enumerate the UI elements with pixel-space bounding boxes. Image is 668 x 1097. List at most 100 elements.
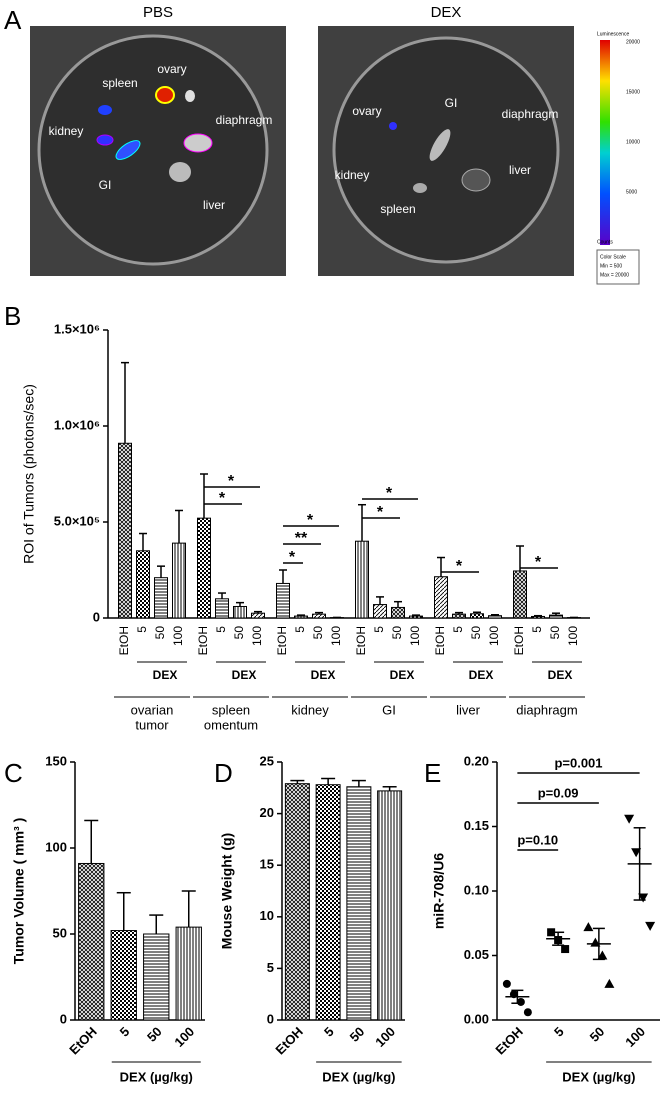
bar xyxy=(144,934,169,1020)
bar xyxy=(532,616,545,618)
group-label: diaphragm xyxy=(516,702,577,717)
organ-label: liver xyxy=(203,198,225,212)
dose-label: EtOH xyxy=(196,626,210,655)
p-value: p=0.09 xyxy=(538,785,579,800)
p-value: p=0.001 xyxy=(554,755,602,770)
organ-label: GI xyxy=(99,178,112,192)
y-tick-label: 0 xyxy=(60,1011,67,1026)
x-tick-label: 100 xyxy=(171,1024,197,1050)
organ-label: kidney xyxy=(335,168,370,182)
dose-label: 50 xyxy=(548,626,562,640)
y-tick-label: 1.0×10⁶ xyxy=(54,417,100,432)
signal xyxy=(169,162,191,182)
scale-unit: Counts xyxy=(597,239,613,245)
organ-label: diaphragm xyxy=(216,113,273,127)
y-axis-label: miR-708/U6 xyxy=(431,853,447,929)
bar xyxy=(471,614,484,618)
dex-label: DEX xyxy=(153,668,178,682)
y-tick-label: 15 xyxy=(260,857,274,872)
bar xyxy=(198,518,211,618)
scale-tick: 20000 xyxy=(626,39,640,45)
bar xyxy=(173,543,186,618)
y-axis-label: Tumor Volume ( mm³ ) xyxy=(11,818,27,964)
scale-box-text: Max = 20000 xyxy=(600,272,629,278)
y-tick-label: 50 xyxy=(53,925,67,940)
organ-label: kidney xyxy=(49,124,84,138)
scale-title: Luminescence xyxy=(597,31,629,37)
y-tick-label: 5 xyxy=(267,960,274,975)
dose-label: 50 xyxy=(232,626,246,640)
dose-label: 100 xyxy=(566,626,580,646)
scale-tick: 10000 xyxy=(626,139,640,145)
signal xyxy=(97,135,113,145)
significance-label: * xyxy=(307,512,314,529)
y-tick-label: 0 xyxy=(93,609,100,624)
panel-letter: D xyxy=(214,758,233,788)
dose-label: EtOH xyxy=(512,626,526,655)
bar xyxy=(313,614,326,618)
x-tick-label: 50 xyxy=(144,1024,165,1045)
y-axis-label: ROI of Tumors (photons/sec) xyxy=(21,384,37,564)
dose-label: 100 xyxy=(171,626,185,646)
group-label: GI xyxy=(382,702,396,717)
x-axis-label: DEX (µg/kg) xyxy=(120,1069,193,1084)
signal xyxy=(98,105,112,115)
bar xyxy=(216,599,229,618)
dose-label: 100 xyxy=(329,626,343,646)
bar xyxy=(410,616,423,618)
group-label: tumor xyxy=(135,717,169,732)
y-tick-label: 0.20 xyxy=(464,753,489,768)
organ-label: ovary xyxy=(352,104,381,118)
significance-label: * xyxy=(535,554,542,571)
signal xyxy=(389,122,397,130)
x-tick-label: 50 xyxy=(587,1024,608,1045)
panel-letter: A xyxy=(4,5,22,35)
significance-label: ** xyxy=(295,530,308,547)
dose-label: EtOH xyxy=(354,626,368,655)
scale-tick: 5000 xyxy=(626,189,637,195)
dex-label: DEX xyxy=(390,668,415,682)
image-title: PBS xyxy=(143,4,173,21)
signal xyxy=(413,183,427,193)
x-tick-label: 5 xyxy=(551,1024,567,1040)
bar xyxy=(252,613,265,618)
x-tick-label: 5 xyxy=(117,1024,133,1040)
x-tick-label: 100 xyxy=(622,1024,648,1050)
y-tick-label: 20 xyxy=(260,805,274,820)
y-tick-label: 5.0×10⁵ xyxy=(54,513,100,528)
x-tick-label: 100 xyxy=(372,1024,398,1050)
dose-label: 100 xyxy=(250,626,264,646)
organ-label: spleen xyxy=(380,202,415,216)
y-tick-label: 100 xyxy=(45,839,67,854)
dish xyxy=(39,36,267,264)
dose-label: 5 xyxy=(372,626,386,633)
y-tick-label: 1.5×10⁶ xyxy=(54,321,100,336)
bar xyxy=(295,616,308,618)
dex-label: DEX xyxy=(469,668,494,682)
bar xyxy=(316,785,340,1020)
y-tick-label: 0.00 xyxy=(464,1011,489,1026)
x-axis-label: DEX (µg/kg) xyxy=(322,1069,395,1084)
bar xyxy=(111,931,136,1020)
signal xyxy=(184,134,212,152)
point xyxy=(604,979,614,988)
dose-label: 50 xyxy=(469,626,483,640)
dose-label: 5 xyxy=(293,626,307,633)
group-label: kidney xyxy=(291,702,329,717)
point xyxy=(583,922,593,931)
x-tick-label: EtOH xyxy=(272,1024,306,1058)
bar xyxy=(453,614,466,618)
bar xyxy=(137,551,150,618)
bar xyxy=(378,791,402,1020)
panel-letter: E xyxy=(424,758,441,788)
panel-letter: C xyxy=(4,758,23,788)
x-tick-label: EtOH xyxy=(66,1024,100,1058)
group-label: spleen xyxy=(212,702,250,717)
bar xyxy=(392,607,405,618)
bar xyxy=(356,541,369,618)
organ-label: spleen xyxy=(102,76,137,90)
group-label: liver xyxy=(456,702,481,717)
dose-label: 100 xyxy=(487,626,501,646)
dose-label: 5 xyxy=(214,626,228,633)
dex-label: DEX xyxy=(548,668,573,682)
